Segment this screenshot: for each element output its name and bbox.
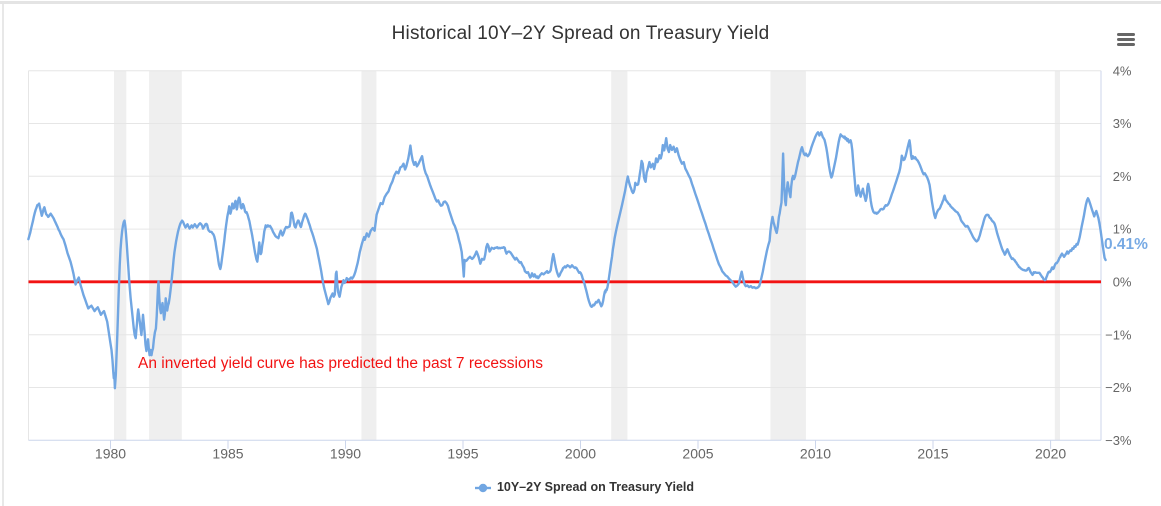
svg-text:2010: 2010 — [800, 446, 831, 462]
svg-text:0%: 0% — [1113, 275, 1132, 290]
svg-text:4%: 4% — [1113, 63, 1132, 78]
svg-text:1990: 1990 — [330, 446, 361, 462]
svg-text:1985: 1985 — [212, 446, 243, 462]
svg-text:2015: 2015 — [917, 446, 948, 462]
svg-text:3%: 3% — [1113, 116, 1132, 131]
svg-text:2000: 2000 — [565, 446, 596, 462]
svg-text:1980: 1980 — [95, 446, 126, 462]
svg-text:−2%: −2% — [1105, 380, 1132, 395]
svg-text:−3%: −3% — [1105, 433, 1132, 448]
svg-text:2020: 2020 — [1035, 446, 1066, 462]
svg-text:1995: 1995 — [447, 446, 478, 462]
svg-text:2%: 2% — [1113, 169, 1132, 184]
svg-text:−1%: −1% — [1105, 327, 1132, 342]
svg-text:2005: 2005 — [682, 446, 713, 462]
svg-text:1%: 1% — [1113, 222, 1132, 237]
